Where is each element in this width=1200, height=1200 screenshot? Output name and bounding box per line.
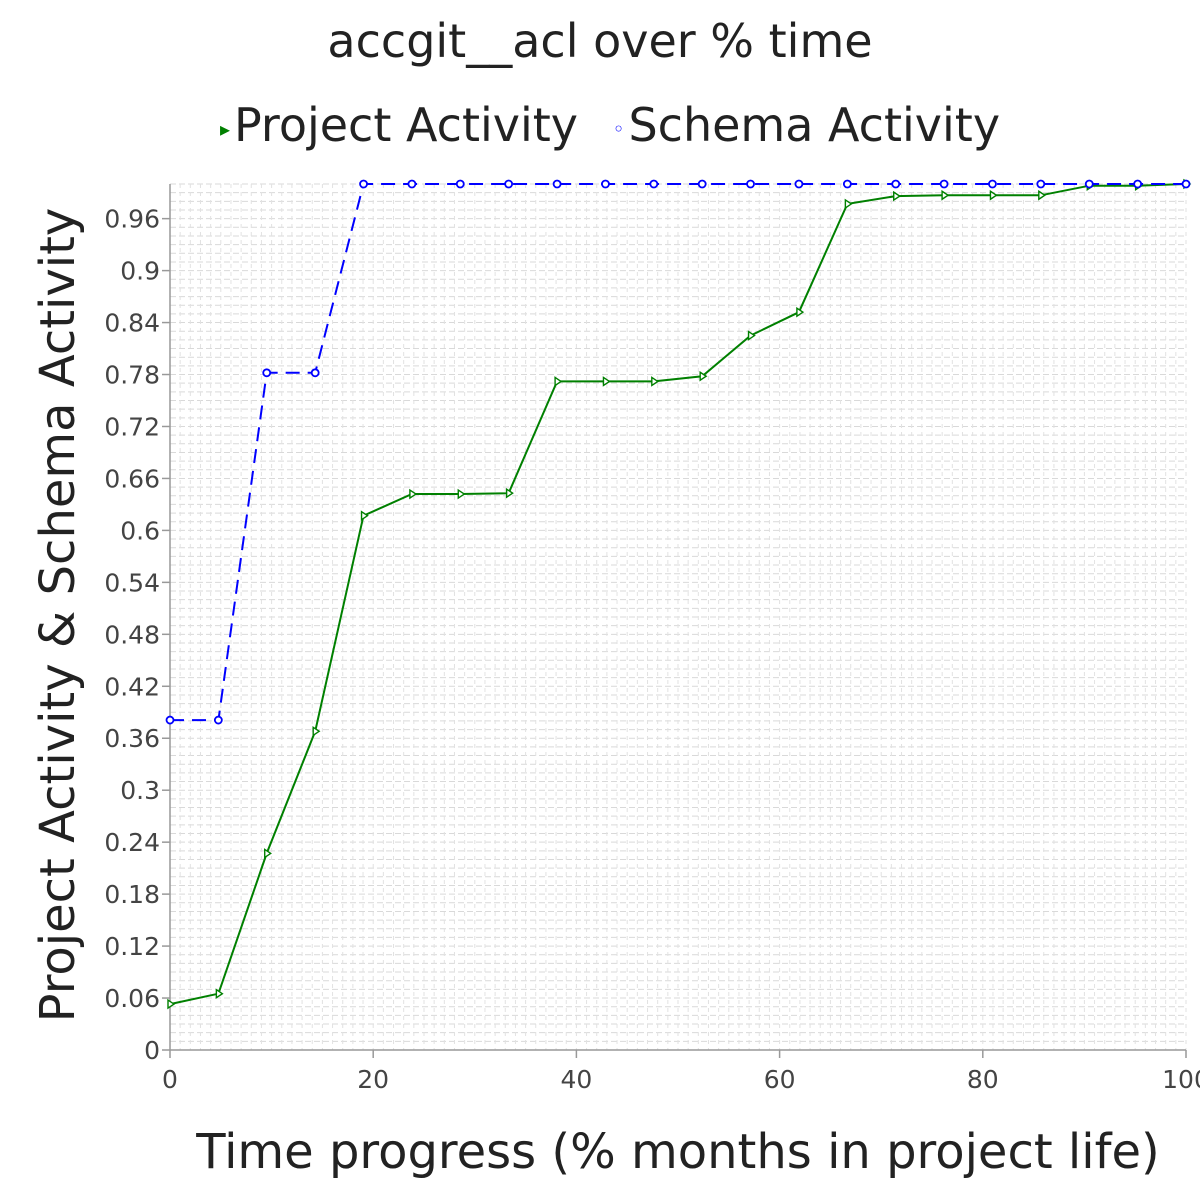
legend-label-schema: Schema Activity (628, 98, 1001, 152)
data-point (699, 370, 708, 382)
data-point (213, 715, 223, 725)
chart-title: accgit__acl over % time (327, 14, 873, 68)
data-point (651, 376, 660, 387)
tick-labels: 0 20 40 60 80 100 0 0.06 0.12 0.18 0.24 0.3 0.36 0.42… (104, 205, 1200, 1094)
y-tick-label: 0.24 (104, 828, 160, 857)
triangle-marker-icon: ▸ (219, 116, 230, 141)
data-point (746, 179, 755, 189)
y-tick-label: 0.06 (104, 984, 160, 1013)
x-tick-label: 40 (560, 1065, 592, 1094)
grid (169, 183, 1187, 1051)
y-tick-label: 0.54 (104, 568, 160, 597)
data-point (505, 487, 514, 499)
data-point (988, 179, 997, 189)
axes (169, 184, 1186, 1051)
y-tick-label: 0.84 (104, 309, 160, 338)
legend-label-project: Project Activity (233, 98, 579, 152)
data-point (1133, 179, 1143, 189)
data-point (796, 306, 805, 318)
x-tick-label: 0 (162, 1065, 178, 1094)
y-tick-label: 0.66 (104, 464, 160, 493)
data-point (939, 179, 949, 189)
data-point (312, 726, 321, 737)
x-tick-label: 80 (967, 1065, 999, 1094)
y-tick-label: 0.3 (120, 776, 160, 805)
x-tick-label: 60 (764, 1065, 796, 1094)
data-point (264, 848, 272, 859)
data-point (455, 179, 465, 189)
series-line-project (169, 183, 1187, 1006)
y-tick-label: 0.72 (104, 412, 160, 441)
data-point (941, 189, 950, 201)
data-point (893, 190, 901, 202)
data-point (552, 179, 562, 189)
y-axis-label: Project Activity & Schema Activity (30, 208, 86, 1023)
y-tick-label: 0.96 (104, 205, 160, 234)
data-point (844, 198, 853, 210)
data-point (360, 510, 369, 521)
data-point (842, 179, 852, 189)
data-point (165, 715, 175, 725)
data-point (407, 179, 417, 189)
data-point (262, 368, 272, 378)
data-point (504, 179, 514, 189)
y-tick-label: 0.18 (104, 880, 160, 909)
data-point (554, 376, 563, 387)
legend-item-project: ▸Project Activity (220, 98, 578, 152)
series-line-schema (170, 183, 1186, 722)
x-tick-label: 20 (357, 1065, 389, 1094)
data-point (602, 376, 611, 387)
data-point (989, 189, 998, 201)
data-point (310, 368, 320, 378)
legend: ▸Project Activity ◦Schema Activity (200, 98, 1020, 152)
y-tick-label: 0.48 (104, 620, 160, 649)
data-point (747, 330, 756, 341)
legend-item-schema: ◦Schema Activity (613, 98, 1000, 152)
data-point (891, 179, 901, 189)
x-axis-label: Time progress (% months in project life) (195, 1124, 1160, 1180)
y-tick-label: 0.6 (120, 516, 160, 545)
data-point (409, 488, 418, 500)
data-point (697, 179, 707, 189)
y-tick-label: 0.42 (104, 672, 160, 701)
data-point (1084, 179, 1094, 189)
series (165, 178, 1192, 1010)
data-point (457, 488, 466, 500)
data-point (359, 179, 368, 189)
y-tick-label: 0.36 (104, 724, 160, 753)
data-point (794, 179, 804, 189)
data-point (1036, 179, 1046, 189)
data-point (215, 988, 224, 1000)
y-tick-label: 0 (144, 1036, 160, 1065)
x-tick-label: 100 (1162, 1065, 1200, 1094)
circle-marker-icon: ◦ (612, 116, 625, 141)
y-tick-label: 0.9 (120, 257, 160, 286)
y-tick-label: 0.12 (104, 932, 160, 961)
data-point (1038, 189, 1047, 201)
data-point (601, 179, 610, 189)
data-point (649, 179, 659, 189)
data-point (1181, 179, 1191, 189)
data-point (167, 998, 176, 1010)
y-tick-label: 0.78 (104, 361, 160, 390)
